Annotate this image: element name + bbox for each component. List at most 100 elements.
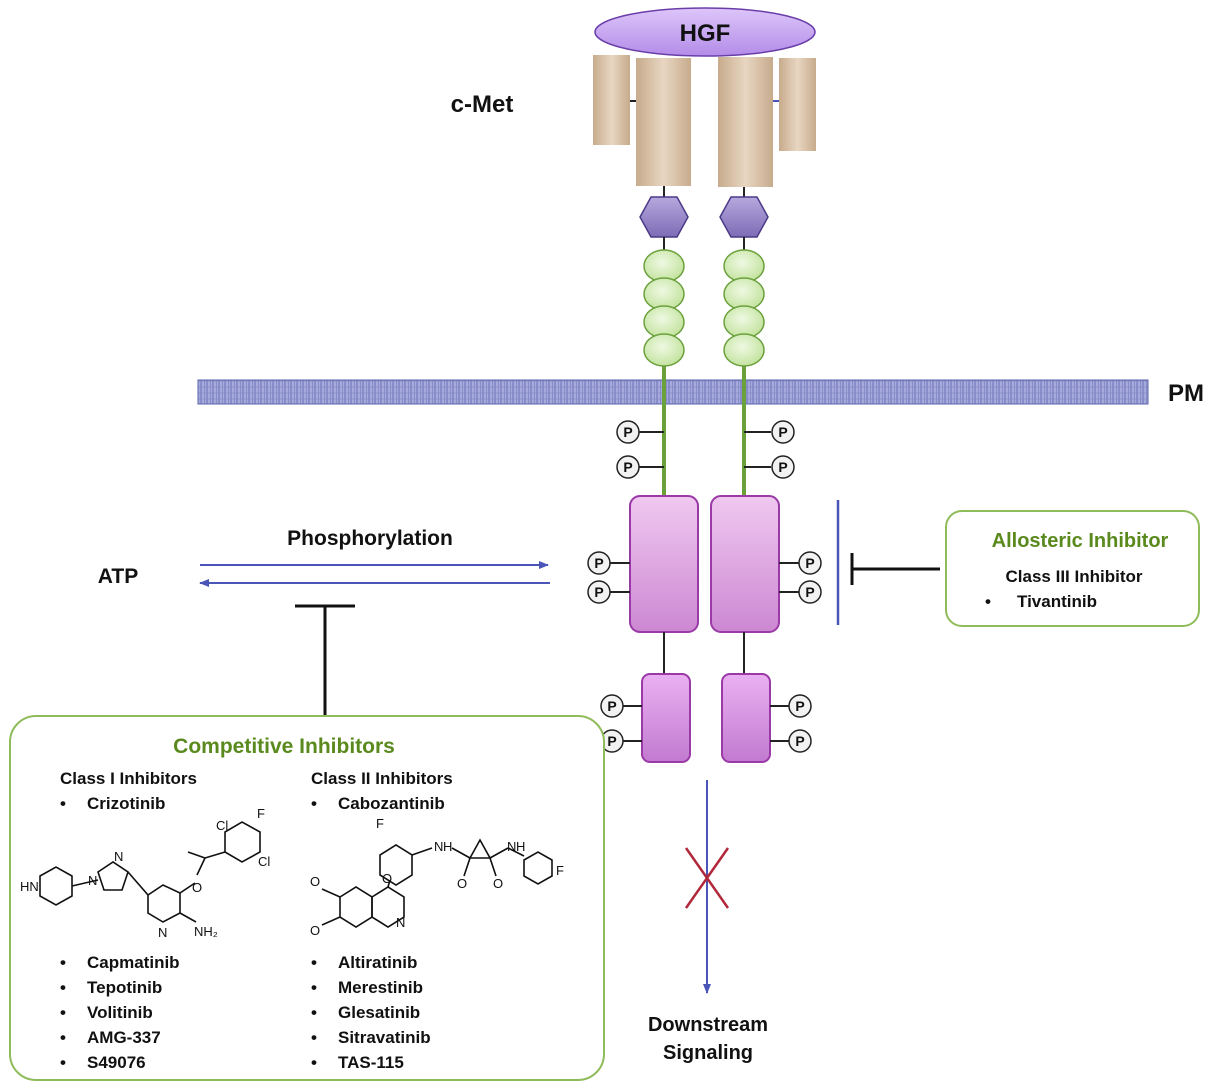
phosphorylation-label: Phosphorylation — [287, 527, 453, 550]
class3-label: Class III Inhibitor — [1006, 567, 1143, 586]
juxtamembrane-phospho-sites — [639, 431, 771, 468]
phosphate-circle: P — [587, 580, 611, 604]
kinase-domains — [608, 495, 800, 674]
cabozantinib-label: Cabozantinib — [338, 794, 445, 813]
svg-text:P: P — [778, 459, 787, 475]
bullet: • — [311, 794, 317, 813]
cabozantinib-atoms: F O O O N H O O N H F N — [310, 816, 564, 938]
class2-label: Class II Inhibitors — [311, 769, 453, 788]
svg-text:N: N — [114, 849, 123, 864]
svg-text:•: • — [60, 978, 66, 997]
ig-domains — [643, 249, 765, 367]
svg-text:F: F — [257, 806, 265, 821]
drug-item: Glesatinib — [338, 1003, 420, 1022]
svg-text:P: P — [795, 733, 804, 749]
svg-text:O: O — [310, 874, 320, 889]
phosphate-circle: P — [798, 580, 822, 604]
class2-drug-list: • Altiratinib • Merestinib • Glesatinib • Si… — [311, 953, 431, 1072]
drug-item: Capmatinib — [87, 953, 180, 972]
drug-item: Merestinib — [338, 978, 423, 997]
phosphate-circle: P — [771, 455, 795, 479]
phosphate-circle: P — [788, 694, 812, 718]
pm-label: PM — [1168, 380, 1204, 407]
kinase-domain-right — [710, 495, 780, 633]
svg-text:P: P — [778, 424, 787, 440]
svg-text:P: P — [805, 555, 814, 571]
plasma-membrane — [197, 379, 1149, 405]
svg-text:N: N — [507, 839, 516, 854]
svg-text:•: • — [311, 953, 317, 972]
phosphate-circle: P — [771, 420, 795, 444]
drug-item: Altiratinib — [338, 953, 417, 972]
kinase-domain-left — [629, 495, 699, 633]
sema-hexagon-left — [639, 196, 689, 238]
svg-text:NH₂: NH₂ — [194, 924, 218, 939]
svg-text:•: • — [311, 1003, 317, 1022]
c-terminal-left — [641, 673, 691, 763]
phosphate-circle: P — [798, 551, 822, 575]
downstream-line1: Downstream — [648, 1014, 768, 1036]
svg-text:N: N — [158, 925, 167, 940]
svg-text:•: • — [60, 1028, 66, 1047]
drug-item: AMG-337 — [87, 1028, 161, 1047]
sema-domains — [639, 196, 769, 250]
cmet-label: c-Met — [451, 91, 514, 118]
svg-text:Cl: Cl — [216, 818, 228, 833]
class1-drug-list: • Capmatinib • Tepotinib • Volitinib • AMG-3… — [60, 953, 180, 1072]
svg-text:HN: HN — [20, 879, 39, 894]
svg-text:P: P — [805, 584, 814, 600]
alpha-chain-right — [779, 58, 816, 151]
svg-text:F: F — [376, 816, 384, 831]
svg-text:P: P — [594, 555, 603, 571]
phosphate-circle: P — [587, 551, 611, 575]
svg-text:•: • — [311, 978, 317, 997]
sema-hexagon-right — [719, 196, 769, 238]
svg-text:P: P — [607, 733, 616, 749]
blocked-cross-icon — [684, 847, 730, 909]
svg-text:•: • — [60, 1003, 66, 1022]
competitive-title: Competitive Inhibitors — [173, 735, 395, 758]
allosteric-inhibitor-box: Allosteric Inhibitor Class III Inhibitor… — [945, 510, 1200, 627]
tivantinib-label: Tivantinib — [1017, 592, 1097, 611]
phosphate-circle: P — [616, 455, 640, 479]
phosphate-groups: P P P P P P P P P P P P — [587, 420, 822, 753]
beta-chain-right — [718, 57, 773, 187]
c-terminal-right — [721, 673, 771, 763]
svg-text:F: F — [556, 863, 564, 878]
drug-item: TAS-115 — [338, 1053, 404, 1072]
svg-text:•: • — [311, 1053, 317, 1072]
drug-item: Volitinib — [87, 1003, 153, 1022]
allosteric-inhibition-bar — [850, 553, 940, 585]
atp-label: ATP — [98, 565, 138, 588]
svg-text:P: P — [594, 584, 603, 600]
svg-text:O: O — [310, 923, 320, 938]
svg-text:O: O — [382, 871, 392, 886]
svg-text:P: P — [607, 698, 616, 714]
drug-item: Tepotinib — [87, 978, 162, 997]
svg-text:P: P — [623, 459, 632, 475]
class1-label: Class I Inhibitors — [60, 769, 197, 788]
svg-text:O: O — [457, 876, 467, 891]
alpha-chain-left — [593, 55, 630, 145]
extracellular-domains — [593, 55, 816, 198]
c-terminal-domains — [622, 673, 790, 763]
allosteric-title: Allosteric Inhibitor — [992, 530, 1169, 552]
svg-text:•: • — [311, 1028, 317, 1047]
svg-text:•: • — [60, 1053, 66, 1072]
hgf-label: HGF — [680, 20, 731, 47]
cabozantinib-structure — [321, 838, 553, 928]
competitive-inhibitors-box: Competitive Inhibitors Class I Inhibitor… — [9, 715, 605, 1081]
bullet: • — [60, 794, 66, 813]
svg-text:H: H — [443, 839, 452, 854]
phosphate-circle: P — [788, 729, 812, 753]
crizotinib-atoms: HN N N Cl F O Cl N NH₂ — [20, 806, 270, 940]
svg-text:O: O — [493, 876, 503, 891]
svg-text:O: O — [192, 880, 202, 895]
competitive-inhibition-bar — [295, 604, 355, 716]
svg-text:P: P — [623, 424, 632, 440]
svg-text:N: N — [396, 915, 405, 930]
downstream-line2: Signaling — [663, 1042, 753, 1064]
bullet: • — [985, 592, 991, 611]
beta-chain-left — [636, 58, 691, 186]
